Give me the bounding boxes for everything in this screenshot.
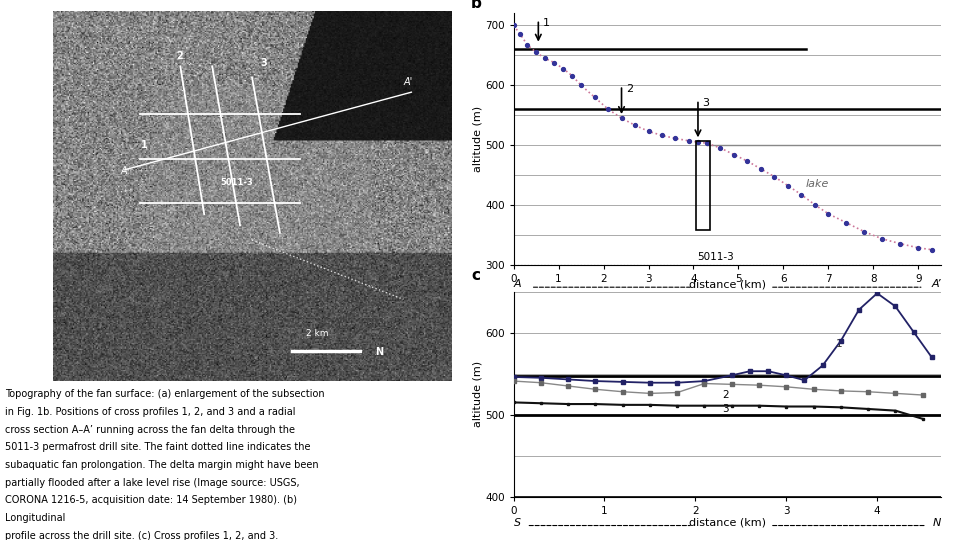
Text: 5011-3: 5011-3 (698, 252, 734, 262)
Text: cross section A–A’ running across the fan delta through the: cross section A–A’ running across the fa… (5, 424, 295, 435)
Text: 5011-3 permafrost drill site. The faint dotted line indicates the: 5011-3 permafrost drill site. The faint … (5, 442, 310, 453)
Text: lake: lake (805, 179, 829, 189)
Text: c: c (470, 268, 480, 284)
Text: 3: 3 (703, 98, 709, 109)
Text: N: N (932, 517, 941, 528)
Text: 3: 3 (260, 58, 267, 68)
Text: 5011-3: 5011-3 (220, 178, 252, 187)
Text: 3: 3 (723, 404, 730, 414)
Text: N: N (375, 347, 384, 357)
Text: 2: 2 (626, 84, 634, 94)
Text: b: b (470, 0, 482, 11)
Text: a: a (33, 0, 43, 3)
Text: A': A' (403, 77, 413, 87)
Text: 1: 1 (542, 18, 550, 28)
Text: 1: 1 (836, 340, 843, 349)
Text: CORONA 1216-5, acquisition date: 14 September 1980). (b): CORONA 1216-5, acquisition date: 14 Sept… (5, 495, 297, 505)
Text: A: A (514, 279, 521, 289)
Text: A’: A’ (931, 279, 941, 289)
Y-axis label: altitude (m): altitude (m) (472, 361, 482, 427)
Text: Topography of the fan surface: (a) enlargement of the subsection: Topography of the fan surface: (a) enlar… (5, 389, 324, 399)
Text: subaquatic fan prolongation. The delta margin might have been: subaquatic fan prolongation. The delta m… (5, 460, 319, 470)
Text: 2: 2 (177, 51, 183, 61)
Text: 1: 1 (140, 140, 147, 150)
Text: partially flooded after a lake level rise (Image source: USGS,: partially flooded after a lake level ris… (5, 478, 300, 488)
Text: distance (km): distance (km) (688, 517, 766, 528)
Text: S: S (514, 517, 520, 528)
Text: A: A (121, 166, 127, 176)
Text: profile across the drill site. (c) Cross profiles 1, 2, and 3.: profile across the drill site. (c) Cross… (5, 531, 278, 540)
Text: in Fig. 1b. Positions of cross profiles 1, 2, and 3 and a radial: in Fig. 1b. Positions of cross profiles … (5, 407, 296, 417)
Text: 2 km: 2 km (306, 329, 328, 339)
Text: 2: 2 (723, 390, 730, 400)
Text: distance (km): distance (km) (688, 279, 766, 289)
Y-axis label: altitude (m): altitude (m) (472, 106, 482, 172)
Text: Longitudinal: Longitudinal (5, 513, 65, 523)
Bar (696, 141, 710, 230)
